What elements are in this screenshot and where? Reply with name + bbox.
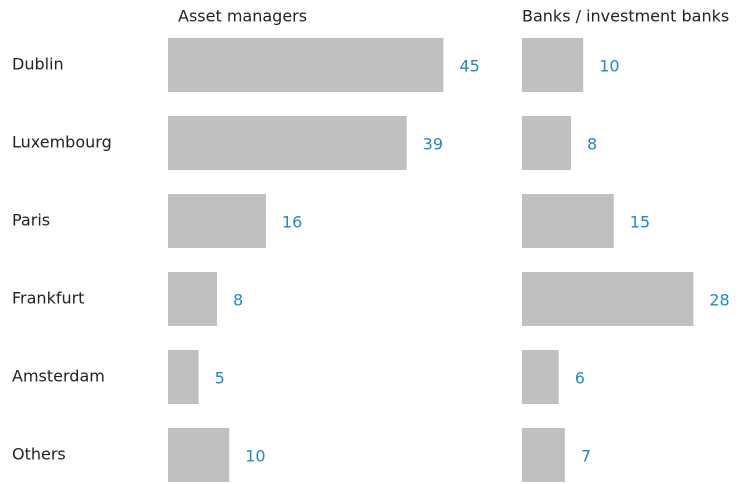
value-label: 8 xyxy=(587,135,597,154)
bar xyxy=(522,350,559,404)
bar xyxy=(522,194,614,248)
bar xyxy=(168,38,444,92)
value-label: 5 xyxy=(215,369,225,388)
bar xyxy=(168,272,217,326)
bar xyxy=(522,38,584,92)
bar xyxy=(522,272,694,326)
value-label: 6 xyxy=(575,369,585,388)
category-label: Amsterdam xyxy=(12,367,105,386)
panel-title: Asset managers xyxy=(178,7,307,26)
bar xyxy=(522,428,565,482)
value-label: 10 xyxy=(599,57,619,76)
value-label: 39 xyxy=(423,135,443,154)
bar xyxy=(522,116,571,170)
panel-title: Banks / investment banks xyxy=(522,7,729,26)
value-label: 15 xyxy=(630,213,650,232)
category-label: Others xyxy=(12,445,66,464)
value-label: 7 xyxy=(581,447,591,466)
category-label: Dublin xyxy=(12,55,64,74)
value-label: 8 xyxy=(233,291,243,310)
value-label: 45 xyxy=(459,57,479,76)
bar xyxy=(168,116,407,170)
category-label: Luxembourg xyxy=(12,133,112,152)
value-label: 10 xyxy=(245,447,265,466)
bar xyxy=(168,194,266,248)
category-label: Paris xyxy=(12,211,50,230)
bar xyxy=(168,428,230,482)
value-label: 16 xyxy=(282,213,302,232)
value-label: 28 xyxy=(709,291,729,310)
category-label: Frankfurt xyxy=(12,289,84,308)
bar xyxy=(168,350,199,404)
